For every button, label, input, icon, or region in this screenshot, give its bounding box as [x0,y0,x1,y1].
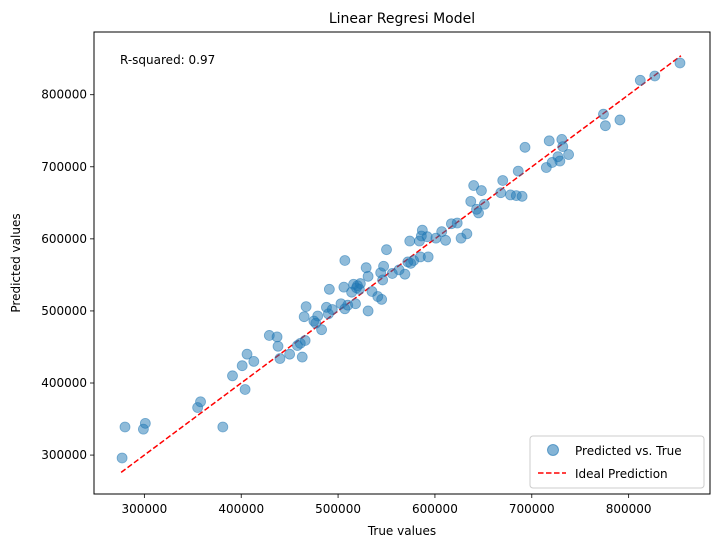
scatter-point [217,421,229,433]
scatter-point [312,310,324,322]
scatter-point [451,217,463,229]
scatter-point [362,305,374,317]
scatter-point [557,141,569,152]
scatter-point [378,260,389,272]
y-tick-label: 400000 [41,376,87,390]
scatter-point [339,255,351,266]
legend-marker-scatter [547,444,559,456]
scatter-point [554,155,566,167]
scatter-point [195,396,206,408]
x-tick-label: 800000 [606,502,652,516]
scatter-point [674,57,686,69]
scatter-point [296,351,308,363]
r-squared-annotation: R-squared: 0.97 [120,53,215,67]
scatter-point [236,360,248,372]
legend-label-ideal: Ideal Prediction [575,467,668,481]
scatter-point [598,108,609,120]
scatter-point [440,234,451,246]
x-axis-ticks: 300000 400000 500000 600000 700000 800000 [121,494,652,516]
ideal-prediction-line [120,55,682,473]
plot-frame [93,31,711,495]
scatter-point [461,228,473,240]
scatter-points [116,57,686,464]
x-tick-label: 500000 [315,502,361,516]
scatter-point [241,348,253,360]
scatter-point [299,335,311,346]
x-tick-label: 600000 [412,502,458,516]
scatter-point [377,274,389,286]
scatter-point [362,270,374,282]
scatter-point [399,268,411,280]
legend-label-scatter: Predicted vs. True [575,444,682,458]
scatter-point [495,187,507,199]
scatter-point [563,149,574,160]
scatter-point [350,298,361,310]
scatter-point [338,281,350,293]
scatter-point [227,370,238,382]
scatter-point [298,311,310,323]
scatter-point [316,324,328,336]
legend-box [529,435,705,489]
y-axis-ticks: 300000 400000 500000 600000 700000 800000 [41,88,94,462]
scatter-point [274,353,286,364]
x-tick-label: 400000 [218,502,264,516]
scatter-point [326,304,338,315]
scatter-point [512,165,524,177]
scatter-point [478,198,490,210]
scatter-point [139,417,151,429]
y-tick-label: 500000 [41,304,87,318]
scatter-point [421,231,433,243]
scatter-point [599,120,611,132]
scatter-point [465,195,477,207]
scatter-point [381,244,392,256]
scatter-point [404,235,416,247]
chart-title: Linear Regresi Model [329,11,475,27]
scatter-point [119,421,131,433]
scatter-point [354,278,366,289]
scatter-point [473,207,484,219]
scatter-point [239,384,251,395]
scatter-point [476,185,487,196]
ideal-prediction-line-group [120,55,682,473]
y-tick-label: 300000 [41,448,87,462]
scatter-point [300,301,312,313]
y-tick-label: 600000 [41,232,87,246]
scatter-point [519,141,531,153]
scatter-point [468,180,480,191]
x-axis-label: True values [367,524,436,538]
scatter-point [272,340,284,352]
scatter-point [376,293,388,305]
scatter-point [284,348,296,360]
scatter-point [516,190,528,202]
legend: Predicted vs. True Ideal Prediction [529,435,705,489]
scatter-point [497,175,509,186]
scatter-point [422,251,434,263]
scatter-point [116,452,128,464]
scatter-point [649,70,661,82]
y-tick-label: 800000 [41,88,87,102]
x-tick-label: 700000 [509,502,555,516]
y-axis-label: Predicted values [9,213,23,312]
scatter-point [323,283,335,295]
scatter-point [634,74,646,86]
x-tick-label: 300000 [121,502,167,516]
y-tick-label: 700000 [41,160,87,174]
scatter-point [614,114,626,126]
scatter-point [248,355,260,367]
scatter-point [271,331,283,343]
scatter-point [543,135,555,147]
